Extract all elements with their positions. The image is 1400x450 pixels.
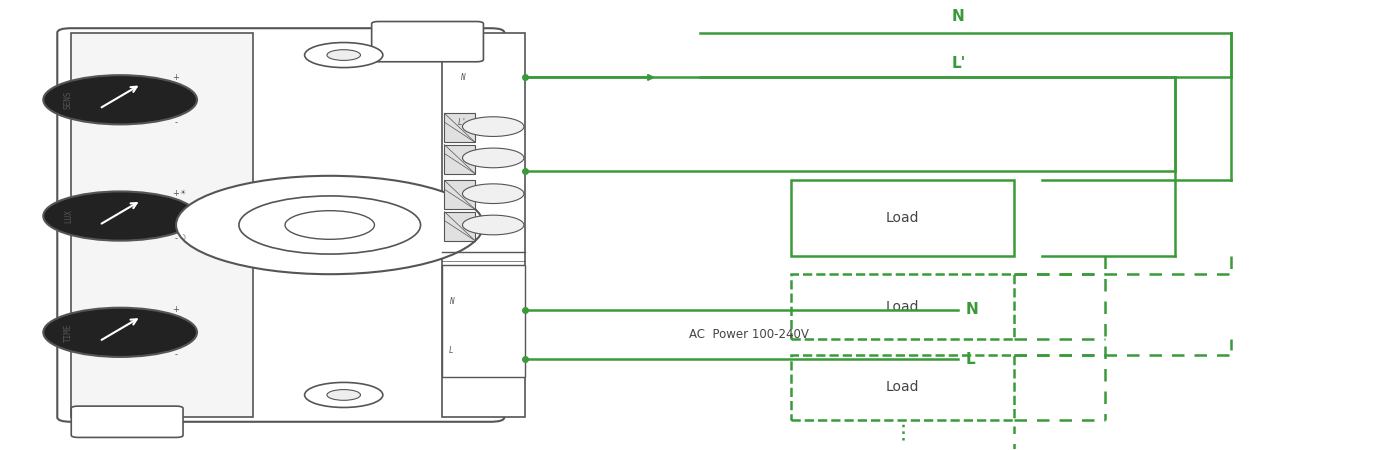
FancyBboxPatch shape	[71, 33, 253, 417]
Text: L': L'	[951, 56, 966, 71]
FancyBboxPatch shape	[444, 212, 475, 241]
Text: TIME: TIME	[64, 323, 73, 342]
Circle shape	[43, 75, 197, 124]
FancyBboxPatch shape	[441, 265, 525, 377]
Text: +: +	[172, 306, 179, 315]
Text: +: +	[172, 189, 179, 198]
Text: N: N	[461, 73, 465, 82]
FancyBboxPatch shape	[444, 180, 475, 209]
Circle shape	[43, 308, 197, 357]
Text: L: L	[966, 351, 974, 367]
FancyBboxPatch shape	[57, 28, 504, 422]
Circle shape	[462, 148, 524, 168]
Text: -: -	[175, 350, 178, 359]
Circle shape	[328, 390, 360, 400]
Bar	[791, 355, 1015, 419]
Circle shape	[462, 117, 524, 136]
Text: -: -	[175, 117, 178, 126]
Bar	[791, 274, 1015, 339]
Text: N: N	[952, 9, 965, 24]
Text: -: -	[175, 234, 178, 243]
Text: ☽: ☽	[181, 235, 186, 241]
Circle shape	[176, 176, 483, 274]
FancyBboxPatch shape	[371, 22, 483, 62]
Text: SENS: SENS	[64, 90, 73, 109]
Text: N: N	[966, 302, 979, 317]
Text: Load: Load	[886, 212, 920, 225]
Circle shape	[305, 382, 382, 407]
FancyBboxPatch shape	[444, 144, 475, 174]
Circle shape	[43, 191, 197, 241]
Circle shape	[462, 184, 524, 203]
Bar	[791, 180, 1015, 256]
Circle shape	[286, 211, 374, 239]
Circle shape	[462, 215, 524, 235]
FancyBboxPatch shape	[71, 406, 183, 437]
Text: N: N	[449, 297, 454, 306]
Text: ☀: ☀	[181, 191, 186, 197]
Text: LUX: LUX	[64, 209, 73, 223]
Circle shape	[305, 43, 382, 68]
Text: +: +	[172, 73, 179, 82]
Text: AC  Power 100-240V: AC Power 100-240V	[689, 328, 809, 341]
Text: Load: Load	[886, 380, 920, 394]
FancyBboxPatch shape	[444, 113, 475, 142]
Circle shape	[328, 50, 360, 60]
FancyBboxPatch shape	[441, 33, 525, 417]
Text: Load: Load	[886, 300, 920, 314]
Text: L: L	[449, 346, 454, 355]
Circle shape	[239, 196, 420, 254]
Text: L': L'	[458, 117, 468, 126]
